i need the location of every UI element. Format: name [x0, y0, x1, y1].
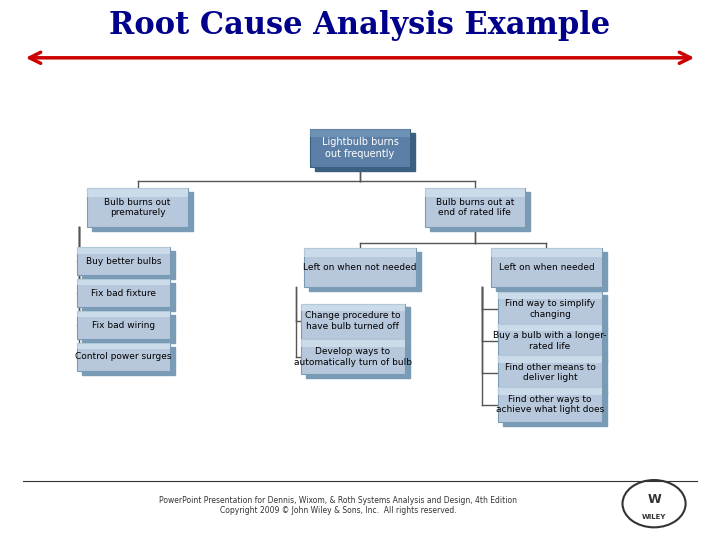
- FancyBboxPatch shape: [315, 133, 415, 171]
- FancyBboxPatch shape: [301, 303, 405, 312]
- Text: Develop ways to
automatically turn of bulb: Develop ways to automatically turn of bu…: [294, 347, 412, 367]
- FancyBboxPatch shape: [425, 188, 525, 227]
- Text: Bulb burns out
prematurely: Bulb burns out prematurely: [104, 198, 171, 218]
- FancyBboxPatch shape: [81, 251, 175, 279]
- FancyBboxPatch shape: [305, 248, 415, 287]
- FancyBboxPatch shape: [310, 129, 410, 137]
- FancyBboxPatch shape: [503, 327, 607, 362]
- FancyBboxPatch shape: [305, 248, 415, 256]
- Text: Find other ways to
achieve what light does: Find other ways to achieve what light do…: [496, 395, 604, 414]
- FancyBboxPatch shape: [498, 292, 602, 327]
- Text: Buy better bulbs: Buy better bulbs: [86, 257, 161, 266]
- FancyBboxPatch shape: [498, 323, 602, 331]
- FancyBboxPatch shape: [496, 252, 607, 291]
- FancyBboxPatch shape: [301, 340, 405, 347]
- FancyBboxPatch shape: [503, 391, 607, 426]
- FancyBboxPatch shape: [77, 343, 170, 349]
- Text: W: W: [647, 493, 661, 506]
- FancyBboxPatch shape: [77, 247, 170, 275]
- Text: Find way to simplify
changing: Find way to simplify changing: [505, 300, 595, 319]
- FancyBboxPatch shape: [306, 343, 410, 378]
- Text: Fix bad wiring: Fix bad wiring: [91, 321, 155, 329]
- FancyBboxPatch shape: [81, 283, 175, 311]
- FancyBboxPatch shape: [498, 355, 602, 363]
- FancyBboxPatch shape: [87, 188, 188, 227]
- FancyBboxPatch shape: [498, 355, 602, 390]
- FancyBboxPatch shape: [498, 292, 602, 299]
- FancyBboxPatch shape: [306, 307, 410, 342]
- FancyBboxPatch shape: [491, 248, 602, 287]
- FancyBboxPatch shape: [87, 188, 188, 197]
- FancyBboxPatch shape: [310, 129, 410, 167]
- Text: Left on when not needed: Left on when not needed: [303, 263, 417, 272]
- FancyBboxPatch shape: [425, 188, 525, 197]
- FancyBboxPatch shape: [498, 387, 602, 422]
- Text: Lightbulb burns
out frequently: Lightbulb burns out frequently: [322, 137, 398, 159]
- FancyBboxPatch shape: [503, 295, 607, 330]
- Text: Find other means to
deliver light: Find other means to deliver light: [505, 363, 595, 382]
- FancyBboxPatch shape: [498, 387, 602, 395]
- Text: Bulb burns out at
end of rated life: Bulb burns out at end of rated life: [436, 198, 514, 218]
- FancyBboxPatch shape: [77, 279, 170, 307]
- FancyBboxPatch shape: [77, 311, 170, 339]
- Text: WILEY: WILEY: [642, 514, 666, 520]
- Text: Change procedure to
have bulb turned off: Change procedure to have bulb turned off: [305, 312, 400, 331]
- FancyBboxPatch shape: [491, 248, 602, 256]
- FancyBboxPatch shape: [301, 303, 405, 339]
- FancyBboxPatch shape: [77, 279, 170, 286]
- FancyBboxPatch shape: [81, 315, 175, 343]
- FancyBboxPatch shape: [301, 340, 405, 374]
- Text: Buy a bulb with a longer-
rated life: Buy a bulb with a longer- rated life: [493, 331, 607, 350]
- FancyBboxPatch shape: [77, 247, 170, 254]
- FancyBboxPatch shape: [503, 359, 607, 394]
- Text: Fix bad fixture: Fix bad fixture: [91, 289, 156, 298]
- Text: Root Cause Analysis Example: Root Cause Analysis Example: [109, 10, 611, 41]
- FancyBboxPatch shape: [77, 343, 170, 371]
- Text: PowerPoint Presentation for Dennis, Wixom, & Roth Systems Analysis and Design, 4: PowerPoint Presentation for Dennis, Wixo…: [160, 496, 518, 515]
- Text: Left on when needed: Left on when needed: [499, 263, 594, 272]
- Text: Control power surges: Control power surges: [75, 353, 171, 361]
- FancyBboxPatch shape: [430, 192, 530, 231]
- FancyBboxPatch shape: [498, 323, 602, 359]
- FancyBboxPatch shape: [92, 192, 193, 231]
- FancyBboxPatch shape: [81, 347, 175, 375]
- FancyBboxPatch shape: [77, 311, 170, 317]
- FancyBboxPatch shape: [310, 252, 420, 291]
